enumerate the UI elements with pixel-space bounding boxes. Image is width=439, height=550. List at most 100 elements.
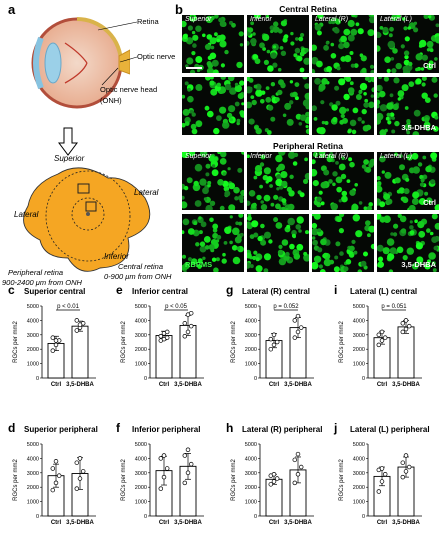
x-tick-label: Ctrl (269, 382, 280, 388)
chart-title: Inferior peripheral (132, 425, 200, 434)
data-point (182, 453, 188, 458)
data-point (164, 329, 170, 335)
y-tick-label: 0 (36, 514, 39, 520)
x-tick-label: 3,5-DHBA (174, 520, 202, 526)
y-tick-label: 1000 (27, 500, 39, 506)
data-point (403, 453, 409, 458)
label-central-range: 0-900 μm from ONH (104, 272, 172, 281)
micrograph-central-ctrl-1: Superior (182, 15, 244, 73)
chart-title: Lateral (L) peripheral (350, 425, 430, 434)
data-point (188, 310, 194, 316)
x-tick-label: Ctrl (377, 382, 388, 388)
y-tick-label: 0 (36, 376, 39, 382)
data-point (77, 476, 83, 481)
y-tick-label: 4000 (245, 318, 257, 324)
y-tick-label: 4000 (27, 318, 39, 324)
y-axis-label: RGCs per mm2 (13, 459, 19, 501)
chart-svg: h Lateral (R) peripheral RGCs per mm2 0 1000… (226, 421, 322, 526)
p-value-label: p < 0.05 (165, 304, 188, 310)
data-point (158, 456, 164, 461)
data-point (74, 460, 80, 465)
chart-f: f Inferior peripheral RGCs per mm2 0 1000 200… (116, 421, 218, 549)
column-label: Lateral (L) (380, 153, 412, 160)
data-point (56, 473, 62, 478)
data-point (161, 474, 167, 480)
y-tick-label: 0 (362, 376, 365, 382)
row-label: 3,5-DHBA (401, 123, 436, 132)
x-tick-label: 3,5-DHBA (392, 520, 420, 526)
panel-label-b: b (175, 2, 183, 17)
data-point (74, 328, 80, 333)
y-tick-label: 2000 (27, 347, 39, 353)
x-tick-label: 3,5-DHBA (284, 520, 312, 526)
panel-label: g (226, 283, 233, 297)
data-point (292, 457, 298, 463)
micrograph-central-ctrl-3: Lateral (R) (312, 15, 374, 73)
data-point (185, 447, 191, 453)
data-point (298, 325, 304, 330)
central-retina-header: Central Retina (279, 4, 337, 14)
micrograph-peripheral-ctrl-3: Lateral (R) (312, 152, 374, 210)
y-tick-label: 0 (362, 514, 365, 520)
data-point (158, 333, 164, 339)
data-point (271, 471, 277, 477)
x-tick-label: 3,5-DHBA (284, 382, 312, 388)
data-point (298, 464, 304, 470)
data-point (50, 348, 56, 353)
p-value-label: p = 0.052 (273, 304, 299, 310)
y-tick-label: 4000 (135, 318, 147, 324)
panel-label: i (334, 283, 337, 297)
label-lateral-left: Lateral (14, 210, 39, 219)
chart-svg: f Inferior peripheral RGCs per mm2 0 1000 200… (116, 421, 204, 526)
data-point (379, 338, 385, 343)
bar-3,5-DHBA (71, 325, 89, 379)
data-point (400, 321, 406, 326)
data-point (400, 460, 406, 465)
label-inferior: Inferior (104, 252, 129, 261)
y-tick-label: 2000 (353, 347, 365, 353)
data-point (292, 480, 298, 486)
y-axis-label: RGCs per mm2 (121, 459, 127, 501)
y-tick-label: 4000 (135, 456, 147, 462)
column-label: Superior (185, 16, 212, 23)
micrograph-central-ctrl-4: Lateral (L) Ctrl (377, 15, 439, 73)
y-tick-label: 1000 (27, 362, 39, 368)
data-point (403, 326, 409, 332)
bar-Ctrl (155, 335, 173, 379)
micrograph-peripheral-treat-2 (247, 214, 309, 272)
y-tick-label: 5000 (353, 304, 365, 310)
data-point (53, 338, 59, 343)
data-point (376, 342, 382, 348)
data-point (295, 451, 301, 457)
y-tick-label: 0 (144, 376, 147, 382)
data-point (271, 332, 277, 338)
data-point (164, 466, 170, 471)
y-axis-label: RGCs per mm2 (339, 459, 345, 501)
y-tick-label: 5000 (353, 442, 365, 448)
data-point (268, 346, 274, 352)
y-tick-label: 2000 (135, 347, 147, 353)
y-tick-label: 3000 (245, 471, 257, 477)
data-point (271, 342, 277, 348)
y-tick-label: 2000 (135, 485, 147, 491)
data-point (182, 333, 188, 339)
chart-svg: c Superior central RGCs per mm2 0 1000 2000 30… (8, 283, 96, 388)
chart-svg: d Superior peripheral RGCs per mm2 0 1000 200… (8, 421, 98, 526)
label-central-retina: Central retina (118, 262, 164, 271)
chart-g: g Lateral (R) central RGCs per mm2 0 1000 200… (226, 283, 328, 411)
data-point (188, 461, 194, 467)
chart-d: d Superior peripheral RGCs per mm2 0 1000 200… (8, 421, 110, 549)
column-label: Lateral (L) (380, 16, 412, 23)
label-optic-nerve-head: Optic nerve head (100, 85, 158, 94)
x-tick-label: Ctrl (269, 520, 280, 526)
label-optic-nerve: Optic nerve (137, 52, 176, 61)
data-point (185, 470, 191, 476)
micrograph-central-treat-4: 3,5-DHBA (377, 77, 439, 135)
y-axis-label: RGCs per mm2 (13, 321, 19, 363)
scale-bar (186, 67, 202, 69)
data-point (271, 479, 277, 484)
data-point (164, 335, 170, 340)
data-point (295, 471, 301, 477)
x-tick-label: Ctrl (377, 520, 388, 526)
micrograph-peripheral-treat-1: RBPMS (182, 214, 244, 272)
